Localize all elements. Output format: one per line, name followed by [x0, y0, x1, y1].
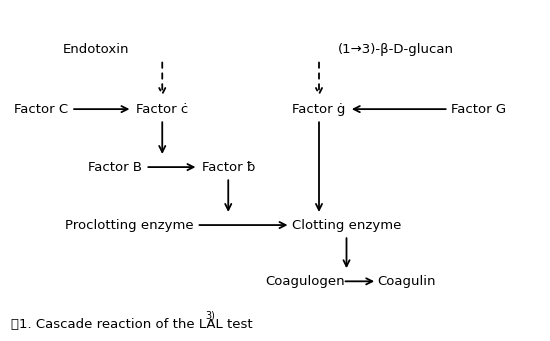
Text: Coagulogen: Coagulogen: [266, 275, 345, 288]
Text: Factor B: Factor B: [89, 161, 142, 174]
Text: Factor ƀ: Factor ƀ: [201, 161, 255, 174]
Text: Factor ġ: Factor ġ: [292, 103, 346, 116]
Text: Factor ċ: Factor ċ: [136, 103, 188, 116]
Text: (1→3)-β-D-glucan: (1→3)-β-D-glucan: [338, 43, 454, 56]
Text: 3): 3): [205, 311, 215, 321]
Text: Coagulin: Coagulin: [378, 275, 436, 288]
Text: Clotting enzyme: Clotting enzyme: [292, 219, 401, 232]
Text: Proclotting enzyme: Proclotting enzyme: [65, 219, 194, 232]
Text: Factor G: Factor G: [451, 103, 506, 116]
Text: 図1. Cascade reaction of the LAL test: 図1. Cascade reaction of the LAL test: [11, 318, 252, 331]
Text: Endotoxin: Endotoxin: [63, 43, 129, 56]
Text: Factor C: Factor C: [14, 103, 68, 116]
